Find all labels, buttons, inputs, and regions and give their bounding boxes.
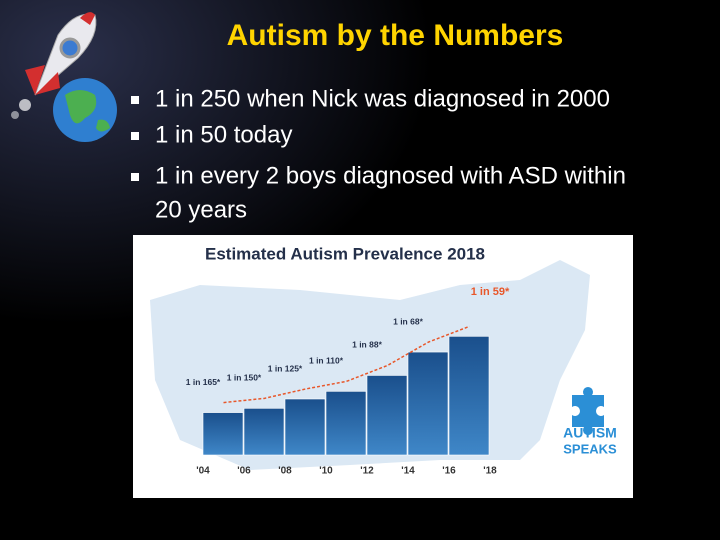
x-tick-label: '08 xyxy=(278,466,292,477)
logo-text: AUTISM xyxy=(563,425,617,441)
data-label: 1 in 165* xyxy=(186,377,221,387)
x-tick-label: '04 xyxy=(196,466,210,477)
bullet-text: 20 years xyxy=(155,196,247,223)
globe-icon xyxy=(53,78,117,142)
rocket-icon xyxy=(11,12,97,119)
bar xyxy=(284,398,326,456)
x-tick-label: '16 xyxy=(442,466,456,477)
bar xyxy=(202,412,244,456)
data-label: 1 in 150* xyxy=(227,373,262,383)
data-label: 1 in 125* xyxy=(268,363,303,373)
logo xyxy=(572,386,604,435)
x-tick-label: '10 xyxy=(319,466,333,477)
x-tick-label: '14 xyxy=(401,466,415,477)
data-label: 1 in 88* xyxy=(352,340,382,350)
bullet-marker xyxy=(131,173,139,181)
bullet-marker xyxy=(131,132,139,140)
bullet-text: 1 in 50 today xyxy=(155,121,292,148)
x-tick-label: '18 xyxy=(483,466,497,477)
bar xyxy=(325,391,367,456)
data-label: 1 in 68* xyxy=(393,316,423,326)
slide-title: Autism by the Numbers xyxy=(227,19,564,52)
logo-text: SPEAKS xyxy=(563,441,617,456)
x-tick-label: '06 xyxy=(237,466,251,477)
bullet-text: 1 in every 2 boys diagnosed with ASD wit… xyxy=(155,162,626,189)
trend-line xyxy=(223,325,470,404)
bullet-marker xyxy=(131,96,139,104)
bar xyxy=(366,375,408,456)
bar xyxy=(243,408,285,456)
x-tick-label: '12 xyxy=(360,466,374,477)
bullet-text: 1 in 250 when Nick was diagnosed in 2000 xyxy=(155,85,610,112)
chart-title: Estimated Autism Prevalence 2018 xyxy=(205,244,485,263)
bar xyxy=(448,336,490,456)
data-label: 1 in 59* xyxy=(471,286,510,298)
data-label: 1 in 110* xyxy=(309,356,344,366)
bar xyxy=(407,351,449,456)
